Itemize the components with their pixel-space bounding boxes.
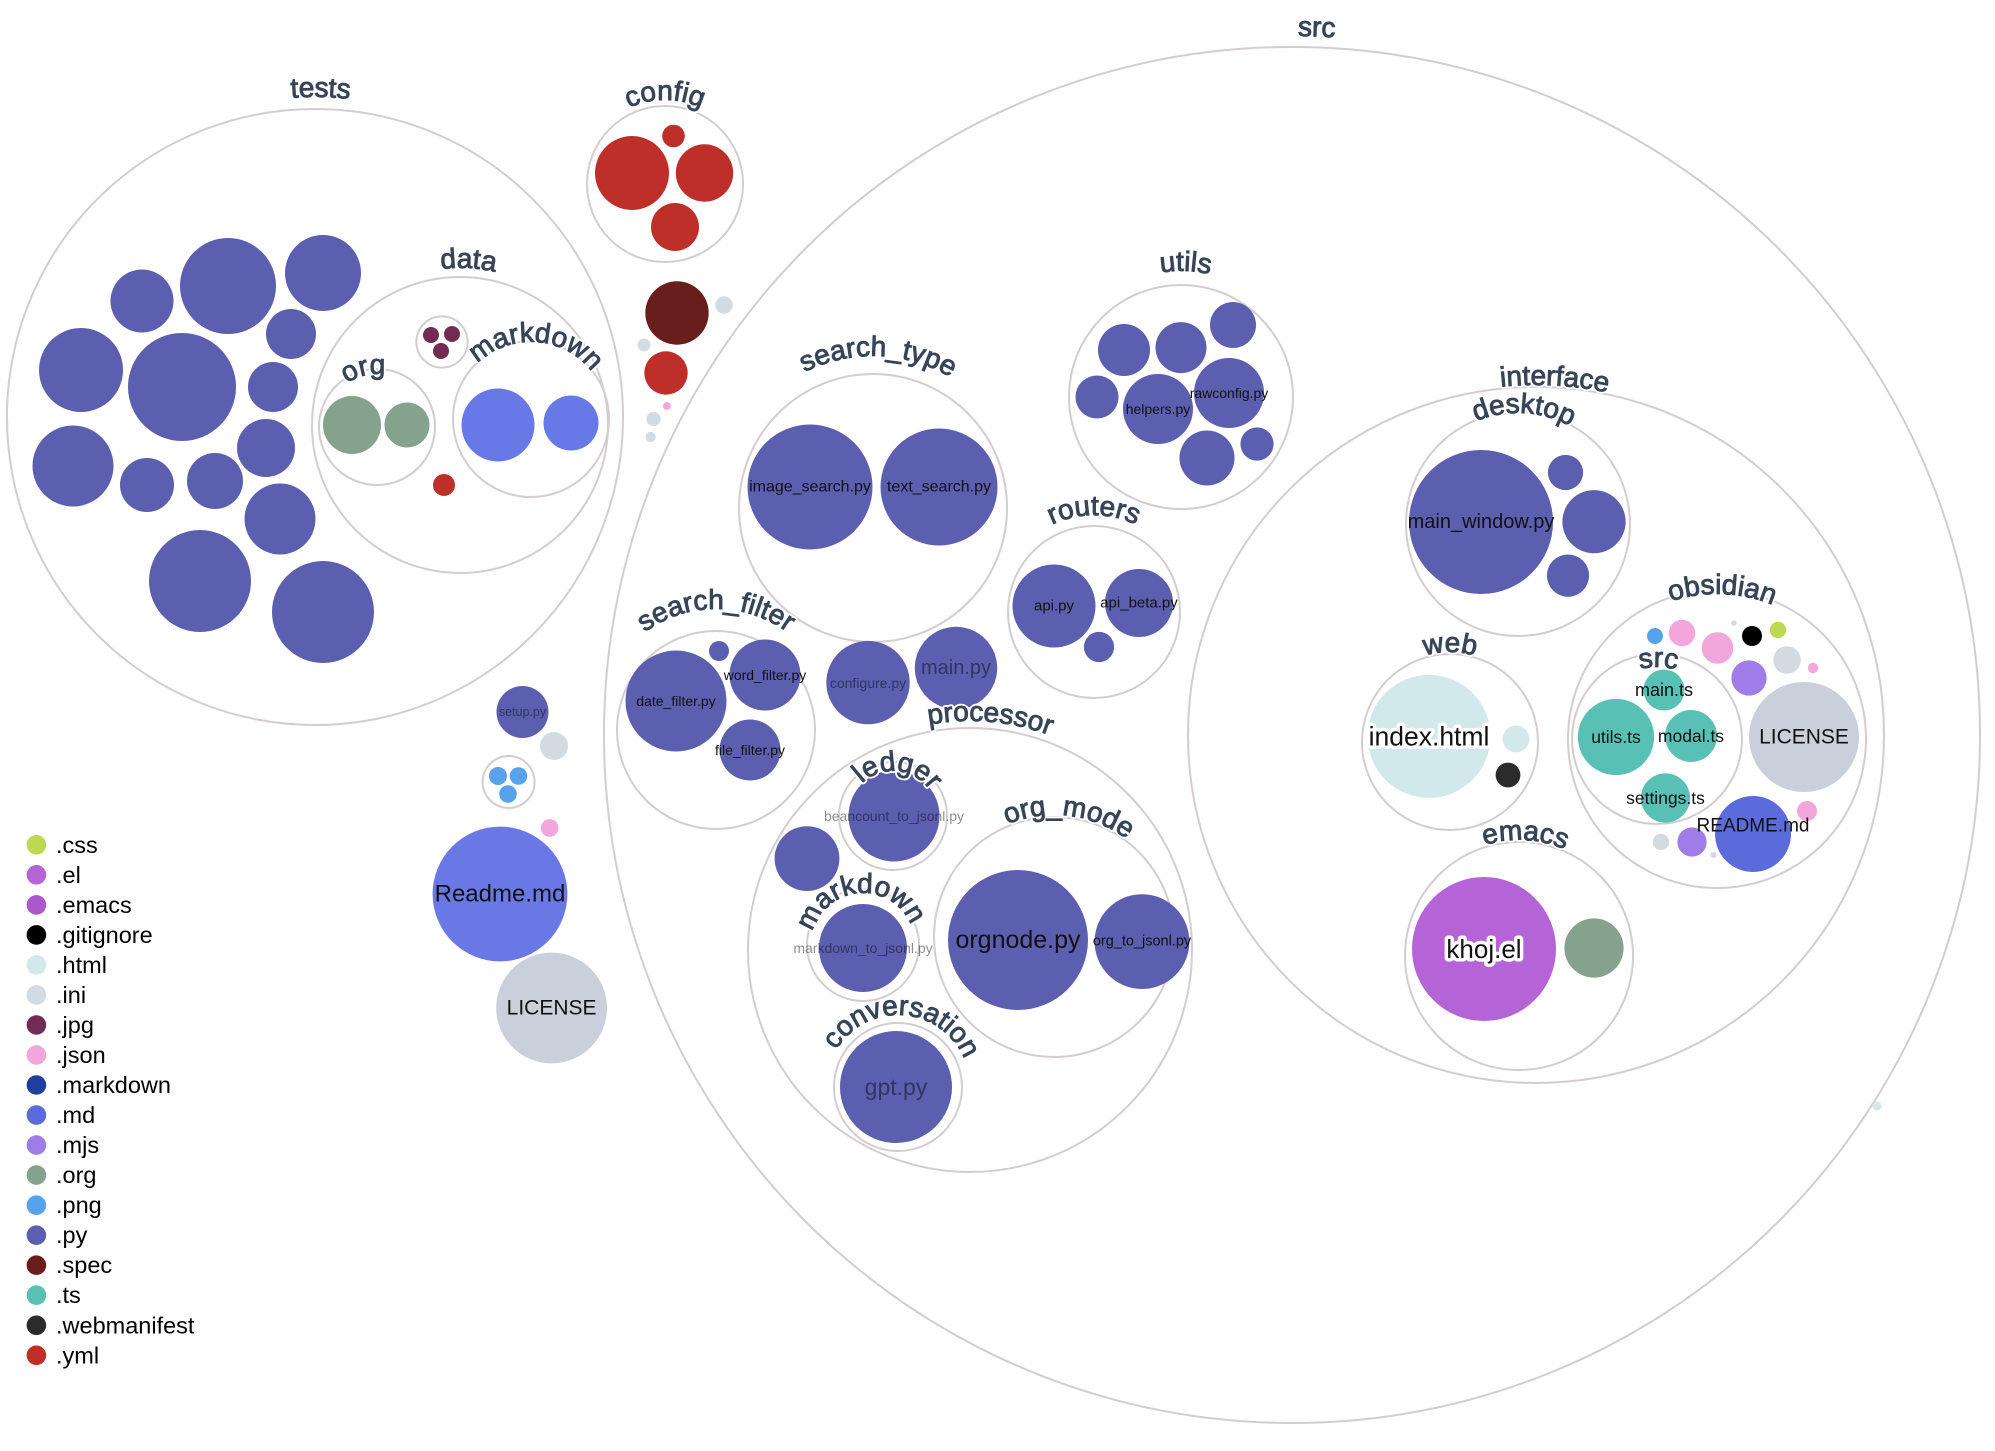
svg-text:utils: utils (1158, 246, 1214, 280)
svg-text:rawconfig.py: rawconfig.py (1190, 385, 1269, 401)
svg-text:setup.py: setup.py (499, 705, 547, 719)
svg-text:utils: utils (1158, 246, 1214, 280)
svg-text:word_filter.py: word_filter.py (723, 667, 806, 683)
svg-text:.html: .html (56, 952, 107, 978)
svg-text:main.py: main.py (921, 657, 991, 679)
svg-text:.yml: .yml (56, 1342, 99, 1368)
svg-text:src: src (1298, 11, 1336, 43)
svg-text:src: src (1636, 642, 1681, 675)
svg-text:.json: .json (56, 1042, 106, 1068)
svg-text:file_filter.py: file_filter.py (715, 742, 785, 758)
svg-text:main_window.py: main_window.py (1408, 511, 1555, 533)
svg-text:orgnode.py: orgnode.py (955, 926, 1081, 954)
svg-text:.gitignore: .gitignore (56, 922, 153, 948)
svg-text:.css: .css (56, 832, 98, 858)
svg-text:web: web (1419, 627, 1480, 661)
svg-text:LICENSE: LICENSE (507, 997, 597, 1020)
svg-text:LICENSE: LICENSE (1759, 726, 1849, 749)
svg-text:index.html: index.html (1369, 721, 1490, 751)
svg-text:README.md: README.md (1697, 816, 1810, 837)
svg-text:text_search.py: text_search.py (887, 479, 991, 496)
svg-text:markdown_to_jsonl.py: markdown_to_jsonl.py (793, 940, 932, 956)
svg-text:api_beta.py: api_beta.py (1100, 595, 1178, 612)
svg-text:beancount_to_jsonl.py: beancount_to_jsonl.py (824, 808, 964, 824)
svg-text:.jpg: .jpg (56, 1012, 94, 1038)
svg-text:date_filter.py: date_filter.py (636, 693, 715, 709)
svg-text:.spec: .spec (56, 1252, 112, 1278)
svg-text:.ini: .ini (56, 982, 86, 1008)
svg-text:configure.py: configure.py (830, 675, 906, 691)
svg-text:data: data (439, 243, 500, 278)
svg-text:utils.ts: utils.ts (1591, 727, 1641, 747)
svg-text:.png: .png (56, 1192, 102, 1218)
svg-text:Readme.md: Readme.md (435, 881, 566, 908)
svg-text:web: web (1419, 627, 1480, 661)
svg-text:main.ts: main.ts (1635, 680, 1693, 700)
svg-text:image_search.py: image_search.py (749, 479, 871, 496)
svg-text:gpt.py: gpt.py (865, 1074, 928, 1100)
svg-text:modal.ts: modal.ts (1658, 726, 1724, 746)
svg-text:src: src (1636, 642, 1681, 675)
svg-text:khoj.el: khoj.el (1446, 934, 1521, 964)
svg-text:.org: .org (56, 1162, 97, 1188)
svg-text:helpers.py: helpers.py (1126, 401, 1191, 417)
svg-text:org_to_jsonl.py: org_to_jsonl.py (1093, 934, 1192, 950)
svg-text:src: src (1298, 11, 1336, 43)
svg-text:.emacs: .emacs (56, 892, 132, 918)
svg-text:.mjs: .mjs (56, 1132, 99, 1158)
svg-text:.markdown: .markdown (56, 1072, 171, 1098)
svg-text:.md: .md (56, 1102, 95, 1128)
svg-text:tests: tests (290, 72, 352, 105)
svg-text:api.py: api.py (1034, 598, 1075, 615)
svg-text:.webmanifest: .webmanifest (56, 1312, 195, 1338)
svg-text:.ts: .ts (56, 1282, 81, 1308)
svg-text:.py: .py (56, 1222, 88, 1248)
svg-text:.el: .el (56, 862, 81, 888)
svg-text:data: data (439, 243, 500, 278)
svg-text:settings.ts: settings.ts (1626, 788, 1705, 808)
